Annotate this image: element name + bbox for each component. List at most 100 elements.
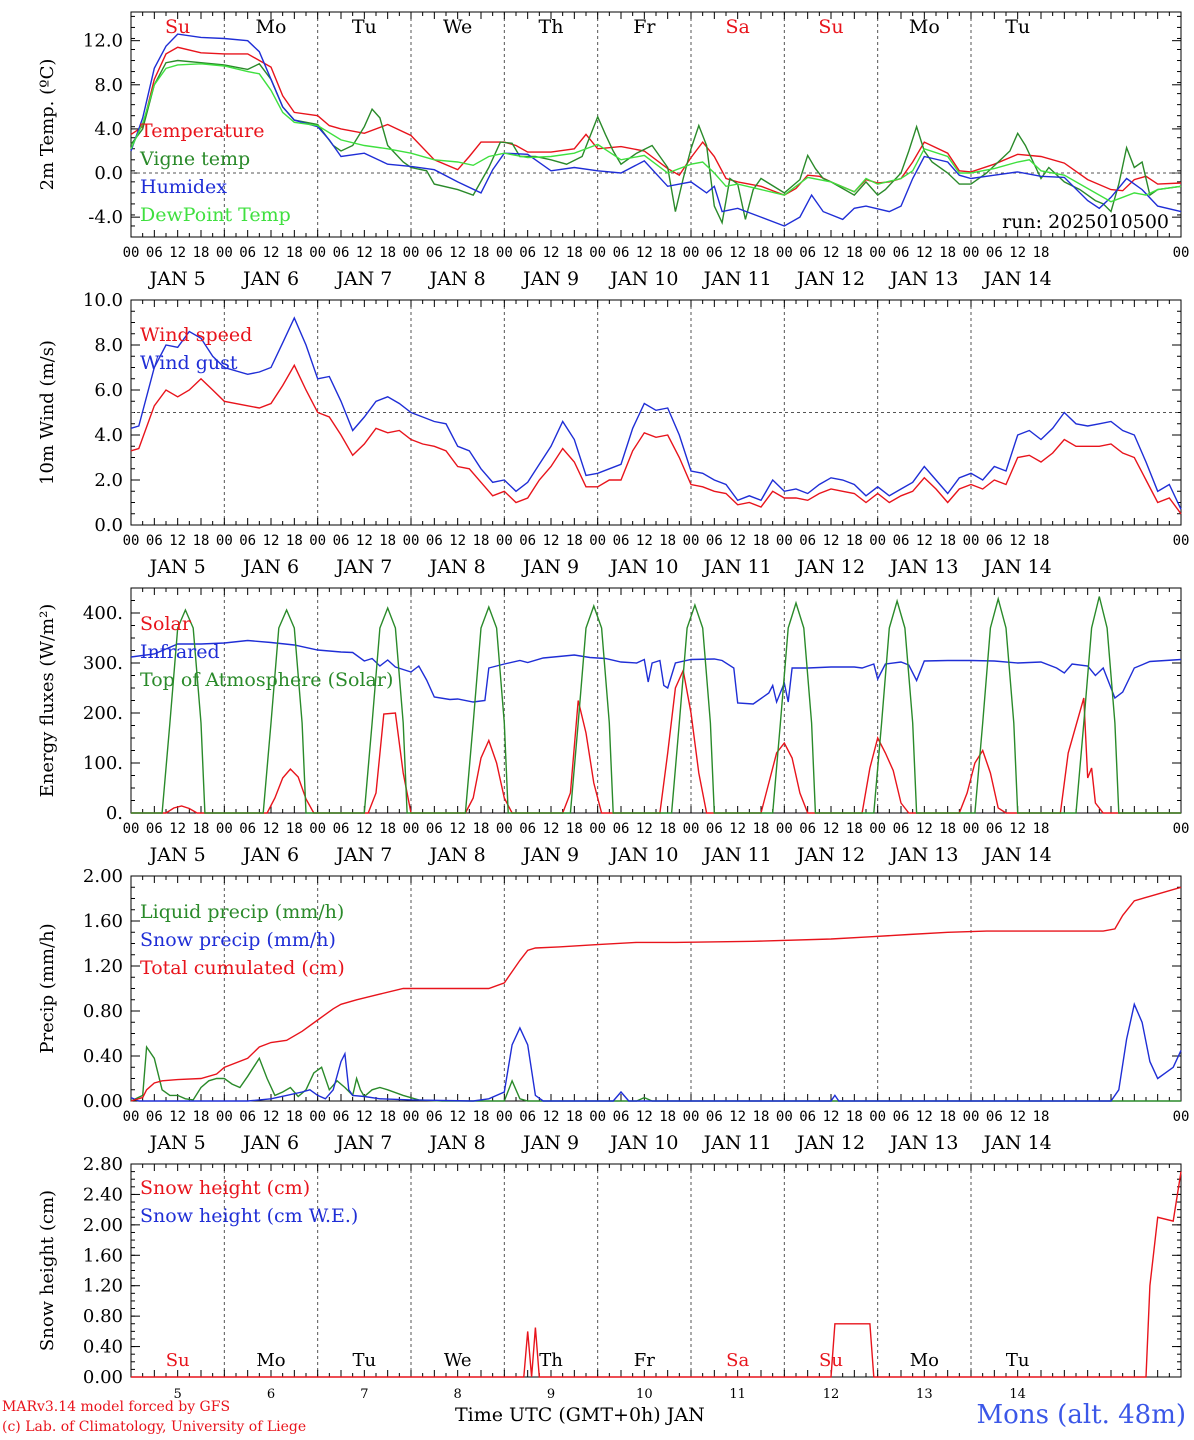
x-day-label: JAN 13 (888, 556, 958, 578)
x-hour-label: 12 (263, 533, 280, 549)
x-hour-label: 06 (893, 533, 910, 549)
x-hour-label: 12 (636, 821, 653, 837)
x-hour-label: 12 (356, 533, 373, 549)
y-axis-label: 10m Wind (m/s) (37, 340, 58, 485)
x-day-label: JAN 6 (241, 268, 299, 290)
x-hour-label: 06 (799, 821, 816, 837)
y-tick-label: 0.00 (83, 1091, 123, 1112)
x-day-label: JAN 8 (428, 844, 486, 866)
x-hour-label: 06 (613, 821, 630, 837)
x-hour-label: 18 (753, 245, 770, 261)
legend-entry: Vigne temp (139, 148, 250, 170)
x-hour-label: 12 (636, 533, 653, 549)
x-hour-label: 18 (379, 821, 396, 837)
x-hour-label: 06 (986, 1109, 1003, 1125)
weekday-label: Mo (256, 1350, 285, 1371)
x-hour-label: 06 (333, 533, 350, 549)
x-hour-label: 00 (216, 245, 233, 261)
x-hour-label: 12 (263, 245, 280, 261)
x-hour-label: 12 (449, 821, 466, 837)
x-hour-label: 00 (776, 533, 793, 549)
weekday-label: Tu (353, 1350, 377, 1371)
x-day-number: 8 (454, 1387, 462, 1402)
x-hour-label: 00 (216, 1109, 233, 1125)
series-line-wind-gust (130, 316, 1182, 510)
x-hour-label: 00 (1173, 533, 1190, 549)
x-day-label: JAN 5 (148, 844, 206, 866)
x-hour-label: 00 (589, 821, 606, 837)
x-hour-label: 06 (426, 245, 443, 261)
x-hour-label: 12 (169, 821, 186, 837)
x-hour-label: 18 (659, 533, 676, 549)
weekday-label: Fr (634, 1350, 655, 1371)
x-hour-label: 18 (473, 245, 490, 261)
y-tick-label: 200. (83, 703, 123, 724)
x-hour-label: 00 (123, 821, 140, 837)
y-tick-label: 2.0 (94, 470, 123, 491)
x-hour-label: 00 (776, 1109, 793, 1125)
x-hour-label: 18 (1033, 533, 1050, 549)
x-hour-label: 12 (636, 1109, 653, 1125)
weekday-label: Sa (726, 1350, 749, 1371)
y-tick-label: 100. (83, 753, 123, 774)
x-hour-label: 00 (403, 821, 420, 837)
x-hour-label: 12 (449, 533, 466, 549)
x-hour-label: 06 (333, 1109, 350, 1125)
x-hour-label: 00 (589, 533, 606, 549)
y-tick-label: 4.0 (94, 119, 123, 140)
x-hour-label: 12 (356, 821, 373, 837)
x-hour-label: 00 (589, 1109, 606, 1125)
x-day-label: JAN 6 (241, 1132, 299, 1154)
x-day-label: JAN 11 (702, 268, 772, 290)
x-day-number: 7 (360, 1387, 368, 1402)
legend-entry: Snow height (cm) (140, 1177, 310, 1199)
x-hour-label: 12 (916, 245, 933, 261)
x-hour-label: 00 (309, 245, 326, 261)
legend-entry: Temperature (140, 120, 264, 142)
x-hour-label: 18 (566, 1109, 583, 1125)
x-hour-label: 00 (123, 533, 140, 549)
x-hour-label: 12 (449, 245, 466, 261)
weekday-label: Tu (1005, 16, 1030, 38)
x-hour-label: 18 (846, 533, 863, 549)
x-day-number: 9 (547, 1387, 555, 1402)
weekday-label: Tu (1006, 1350, 1030, 1371)
weekday-label: Mo (256, 16, 287, 38)
x-hour-label: 12 (1009, 1109, 1026, 1125)
x-hour-label: 00 (309, 1109, 326, 1125)
x-hour-label: 06 (893, 245, 910, 261)
x-day-label: JAN 11 (702, 1132, 772, 1154)
x-hour-label: 12 (823, 821, 840, 837)
x-hour-label: 12 (729, 245, 746, 261)
x-hour-label: 18 (753, 533, 770, 549)
x-hour-label: 18 (1033, 821, 1050, 837)
model-note: MARv3.14 model forced by GFS (2, 1399, 231, 1415)
x-hour-label: 18 (659, 821, 676, 837)
x-day-label: JAN 8 (428, 1132, 486, 1154)
y-tick-label: 8.0 (94, 75, 123, 96)
x-hour-label: 00 (403, 1109, 420, 1125)
x-day-label: JAN 5 (148, 556, 206, 578)
x-hour-label: 06 (706, 1109, 723, 1125)
y-tick-label: 0.40 (83, 1337, 123, 1358)
x-hour-label: 00 (1173, 245, 1190, 261)
x-hour-label: 06 (706, 245, 723, 261)
x-hour-label: 18 (846, 821, 863, 837)
x-hour-label: 00 (683, 533, 700, 549)
panel-energy (130, 587, 1182, 814)
x-hour-label: 12 (543, 245, 560, 261)
y-tick-label: 1.60 (83, 1245, 123, 1266)
weekday-label: Th (539, 1350, 563, 1371)
x-hour-label: 18 (286, 821, 303, 837)
x-day-number: 12 (823, 1387, 840, 1402)
x-hour-label: 00 (1173, 821, 1190, 837)
x-hour-label: 18 (193, 821, 210, 837)
x-day-label: JAN 9 (521, 268, 579, 290)
x-day-label: JAN 7 (334, 556, 392, 578)
x-hour-label: 06 (146, 821, 163, 837)
y-tick-label: 6.0 (94, 380, 123, 401)
x-hour-label: 12 (823, 533, 840, 549)
x-hour-label: 00 (776, 821, 793, 837)
x-day-number: 11 (729, 1387, 746, 1402)
x-hour-label: 12 (916, 821, 933, 837)
